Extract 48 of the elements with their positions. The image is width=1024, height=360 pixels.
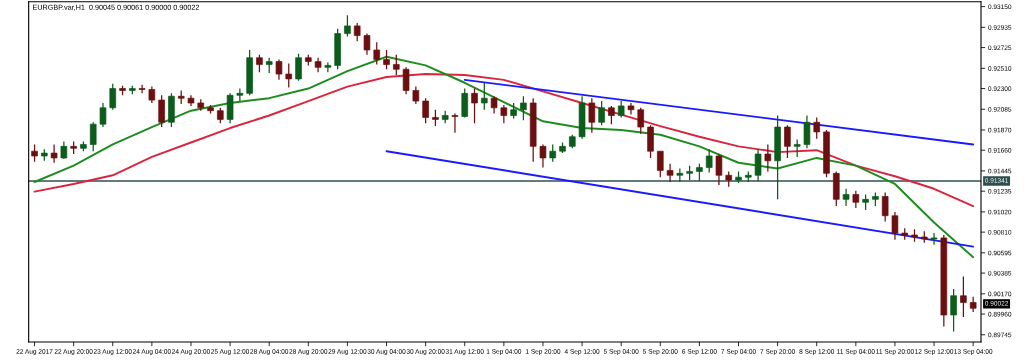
candlestick [588, 97, 596, 134]
candlestick [471, 87, 478, 124]
candlestick [353, 22, 361, 42]
candlestick [950, 288, 957, 333]
candlestick [891, 211, 899, 241]
line-series [33, 73, 975, 208]
candlestick [803, 114, 811, 149]
candlestick [89, 121, 97, 152]
candlestick [666, 163, 674, 183]
candlestick [236, 87, 244, 102]
candlestick [715, 153, 723, 186]
candlestick [422, 97, 429, 124]
candlestick [930, 232, 938, 246]
candlestick [754, 148, 762, 182]
candlestick [451, 112, 459, 134]
candlestick [373, 41, 381, 66]
candlestick [383, 49, 390, 70]
candlestick [158, 94, 165, 128]
candlestick [324, 61, 332, 73]
candlestick [481, 82, 488, 111]
candlestick [813, 116, 821, 140]
candlestick [402, 66, 410, 95]
candlestick [520, 95, 527, 121]
candlestick [344, 14, 351, 38]
candlestick [109, 83, 117, 111]
candlestick [657, 150, 664, 178]
candlestick [461, 87, 469, 119]
candlestick [99, 102, 107, 128]
candlestick [637, 107, 645, 135]
candlestick [608, 105, 615, 125]
candlestick [50, 143, 58, 164]
candlestick [500, 104, 508, 124]
candlestick [295, 53, 302, 82]
candlestick [705, 148, 713, 174]
line-series [33, 55, 975, 259]
candlestick [842, 188, 850, 207]
candlestick [285, 62, 293, 89]
candlestick [881, 191, 889, 223]
candlestick [627, 102, 635, 116]
candlestick [598, 100, 605, 126]
candlestick [539, 143, 547, 169]
candlestick [138, 84, 146, 94]
candlestick [960, 275, 967, 318]
candlestick [764, 143, 772, 173]
candlestick [275, 58, 283, 81]
candlestick [784, 124, 791, 159]
candlestick [393, 54, 400, 76]
candlestick [363, 32, 371, 56]
